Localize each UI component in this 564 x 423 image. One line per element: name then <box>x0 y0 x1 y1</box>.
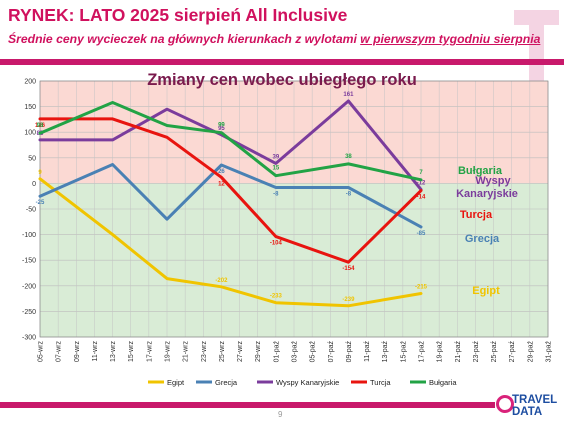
y-tick-label: -100 <box>22 232 36 239</box>
logo-ring-icon <box>496 395 514 413</box>
x-tick-label: 29-paź <box>527 341 534 363</box>
x-tick-label: 09-wrz <box>74 341 81 363</box>
x-tick-label: 05-wrz <box>38 341 45 363</box>
series-line <box>38 177 423 308</box>
subtitle-emphasis: w pierwszym tygodniu sierpnia <box>360 32 541 46</box>
legend-label: Turcja <box>370 378 391 387</box>
series-label: Grecja <box>465 233 500 245</box>
x-tick-label: 11-wrz <box>92 341 99 362</box>
data-label: -14 <box>417 195 426 201</box>
x-tick-label: 23-paź <box>473 341 480 363</box>
chart-title: Zmiany cen wobec ubiegłego roku <box>147 72 417 89</box>
x-tick-label: 31-paź <box>546 341 553 363</box>
y-tick-label: 0 <box>32 181 36 188</box>
legend-label: Egipt <box>167 378 185 387</box>
plot-border <box>39 80 549 338</box>
x-tick-label: 15-wrz <box>128 341 135 363</box>
plot-area: -300 -250 -200 -150 -100 -50 0 50 100 150 200 05-wr… <box>22 79 553 388</box>
data-label: 95 <box>218 126 225 132</box>
x-tick-label: 13-wrz <box>110 341 117 363</box>
x-tick-label: 23-wrz <box>201 341 208 363</box>
data-label: 98 <box>37 123 44 129</box>
x-tick-label: 13-paź <box>382 341 389 363</box>
y-tick-label: -50 <box>26 207 36 214</box>
travel-data-logo: TRAVEL DATA <box>496 393 562 421</box>
data-label: 7 <box>419 170 423 176</box>
y-tick-label: -200 <box>22 283 36 290</box>
data-label: 26 <box>218 169 225 175</box>
data-label: 126 <box>35 123 46 129</box>
data-label: -239 <box>342 297 355 303</box>
data-label: -8 <box>346 191 352 197</box>
x-tick-label: 11-paź <box>364 341 371 362</box>
x-tick-label: 17-paź <box>419 341 426 363</box>
y-tick-label: -250 <box>22 309 36 316</box>
footer-divider <box>0 402 495 408</box>
page-number: 9 <box>278 410 283 419</box>
header-divider <box>0 59 564 65</box>
y-tick-label: 100 <box>24 130 36 137</box>
y-tick-label: 150 <box>24 104 36 111</box>
x-tick-label: 27-wrz <box>237 341 244 363</box>
data-label: 99 <box>218 123 225 129</box>
legend-label: Wyspy Kanaryjskie <box>276 378 339 387</box>
data-label: -25 <box>36 200 45 206</box>
series-line <box>38 163 423 229</box>
series-line <box>38 117 423 264</box>
data-label: -202 <box>215 278 228 284</box>
x-tick-label: 07-paź <box>328 341 335 363</box>
subtitle-text: Średnie ceny wycieczek na głównych kieru… <box>8 32 361 46</box>
data-label: 15 <box>273 166 280 172</box>
data-label: -104 <box>270 241 283 247</box>
x-tick-label: 19-wrz <box>165 341 172 363</box>
x-tick-label: 29-wrz <box>255 341 262 363</box>
x-tick-label: 17-wrz <box>146 341 153 363</box>
series-label: Turcja <box>460 209 493 221</box>
page-title: RYNEK: LATO 2025 sierpień All Inclusive <box>8 5 348 25</box>
legend-label: Grecja <box>215 378 238 387</box>
x-tick-label: 01-paź <box>273 341 280 363</box>
logo-text-line2: DATA <box>512 406 543 418</box>
x-tick-label: 27-paź <box>509 341 516 363</box>
y-tick-label: 50 <box>28 155 36 162</box>
data-label: 38 <box>345 154 352 160</box>
data-label: -233 <box>270 294 283 300</box>
data-label: 9 <box>38 170 42 176</box>
x-tick-label: 07-wrz <box>56 341 63 363</box>
x-tick-label: 15-paź <box>400 341 407 363</box>
y-tick-label: -150 <box>22 258 36 265</box>
data-label: -12 <box>417 181 426 187</box>
legend-label: Bułgaria <box>429 378 457 387</box>
series-line <box>38 99 423 191</box>
decorative-watermark <box>514 10 559 120</box>
data-label: 12 <box>218 181 225 187</box>
x-tick-label: 21-wrz <box>183 341 190 363</box>
series-label: Egipt <box>472 285 500 297</box>
y-tick-label: -300 <box>22 335 36 342</box>
data-label: 39 <box>273 154 280 160</box>
x-tick-label: 25-paź <box>491 341 498 363</box>
x-tick-label: 19-paź <box>437 341 444 363</box>
data-label: -8 <box>273 191 279 197</box>
x-tick-label: 21-paź <box>455 341 462 363</box>
y-tick-label: 200 <box>24 79 36 86</box>
x-tick-label: 03-paź <box>292 341 299 363</box>
logo-text-line1: TRAVEL <box>512 394 558 406</box>
data-label: -85 <box>417 231 426 237</box>
x-tick-label: 09-paź <box>346 341 353 363</box>
data-label: -154 <box>342 266 355 272</box>
series-label: Wyspy <box>475 175 511 187</box>
data-label: 161 <box>343 92 354 98</box>
x-tick-label: 05-paź <box>310 341 317 363</box>
series-label: Bułgaria <box>458 165 503 177</box>
series-line <box>38 101 423 182</box>
price-change-chart: -300 -250 -200 -150 -100 -50 0 50 100 150 200 05-wr… <box>22 72 553 388</box>
series-label: Kanaryjskie <box>456 188 518 200</box>
data-label: -215 <box>415 284 428 290</box>
page-subtitle: Średnie ceny wycieczek na głównych kieru… <box>8 32 540 46</box>
x-tick-label: 25-wrz <box>219 341 226 363</box>
